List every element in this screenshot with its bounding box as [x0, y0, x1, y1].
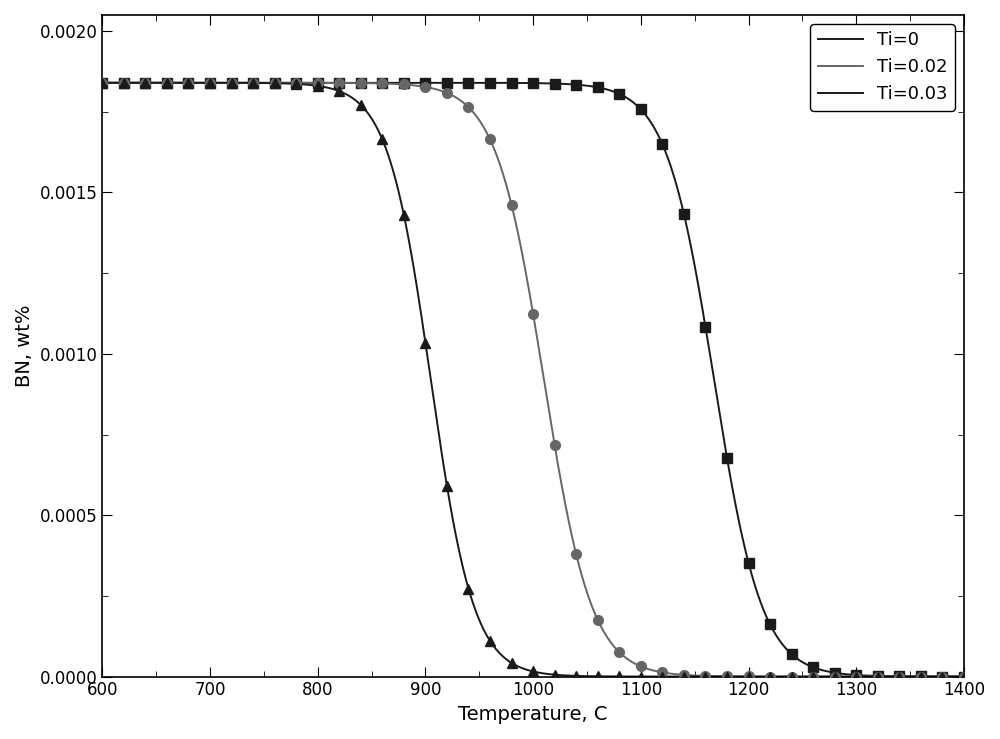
Line: Ti=0.02: Ti=0.02 [102, 83, 964, 677]
Ti=0.03 [958, 672, 970, 681]
Ti=0 [805, 662, 817, 671]
Y-axis label: BN, wt%: BN, wt% [15, 304, 34, 387]
Ti=0 [958, 672, 970, 681]
Legend: Ti=0, Ti=0.02, Ti=0.03: Ti=0, Ti=0.02, Ti=0.03 [810, 24, 955, 111]
Ti=0.02 [426, 84, 438, 92]
Ti=0.03 [96, 78, 108, 87]
Ti=0.02 [805, 672, 817, 681]
Ti=0 [253, 78, 265, 87]
Ti=0.03 [739, 672, 751, 681]
Ti=0.02 [613, 647, 625, 656]
Ti=0.03 [426, 380, 438, 389]
Ti=0.02 [96, 78, 108, 87]
Ti=0.03 [805, 672, 817, 681]
Ti=0 [96, 78, 108, 87]
X-axis label: Temperature, C: Temperature, C [458, 705, 608, 724]
Ti=0.03 [613, 672, 625, 681]
Ti=0.02 [657, 668, 669, 677]
Ti=0.03 [253, 78, 265, 87]
Ti=0.02 [253, 78, 265, 87]
Ti=0.02 [739, 672, 751, 681]
Ti=0.03 [657, 672, 669, 681]
Ti=0 [657, 140, 669, 149]
Line: Ti=0.03: Ti=0.03 [102, 83, 964, 677]
Line: Ti=0: Ti=0 [102, 83, 964, 677]
Ti=0 [739, 545, 751, 554]
Ti=0 [426, 78, 438, 87]
Ti=0.02 [958, 672, 970, 681]
Ti=0 [613, 89, 625, 98]
